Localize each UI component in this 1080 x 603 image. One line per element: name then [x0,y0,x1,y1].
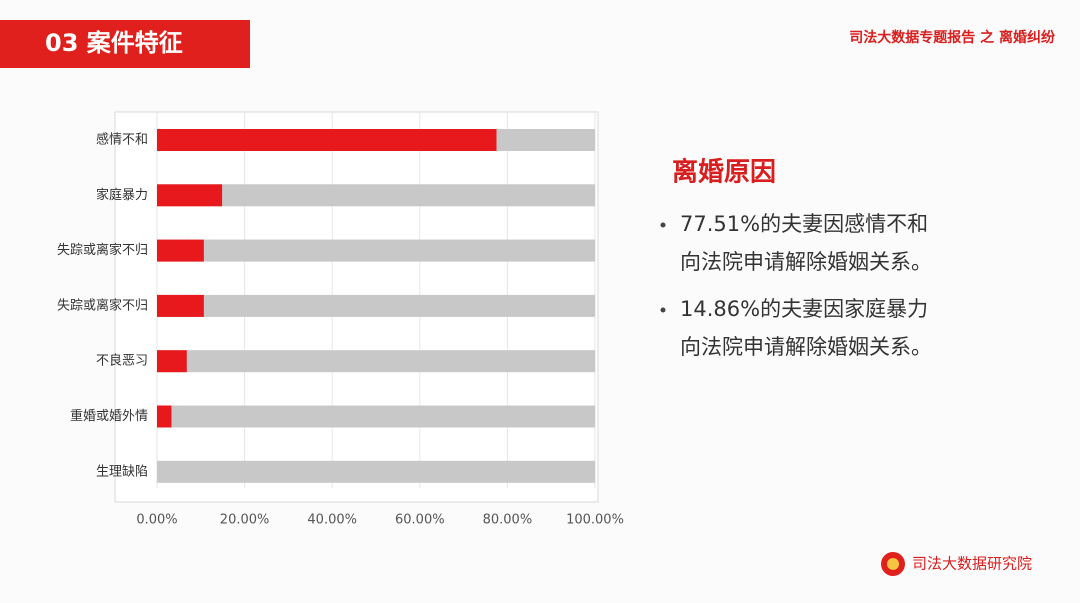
header-banner [0,20,250,68]
x-tick-label: 60.00% [395,513,445,528]
x-tick-label: 40.00% [307,513,357,528]
y-tick-label: 家庭暴力 [96,187,148,203]
bar [157,405,172,428]
y-tick-label: 失踪或离家不归 [57,242,148,258]
bar-track [157,184,595,207]
bar [157,294,204,317]
y-tick-label: 生理缺陷 [96,464,148,479]
logo-center [887,558,899,570]
x-tick-label: 20.00% [220,513,270,528]
x-tick-label: 0.00% [136,513,177,528]
y-tick-label: 重婚或婚外情 [70,408,148,424]
plot: 0.00% 20.00% 40.00% 60.00% 80.00% 100.00% 感情不和… [57,112,624,528]
x-tick-label: 100.00% [566,513,624,528]
y-tick-label: 感情不和 [96,132,148,148]
bar [157,184,223,207]
bar-track [157,350,595,373]
bullet-text: 14.86%的夫妻因家庭暴力 [680,297,928,321]
panel-title: 离婚原因 [672,157,776,188]
bullet-dot [660,222,666,228]
y-tick-label: 不良恶习 [96,353,148,369]
bar-track [157,294,595,317]
bullet-dot [660,307,666,313]
x-tick-label: 80.00% [483,513,533,528]
footer-org: 司法大数据研究院 [912,555,1032,573]
bar [157,350,187,373]
header-title: 03 案件特征 [45,29,183,57]
bullet-text: 77.51%的夫妻因感情不和 [680,212,928,236]
bar [157,129,497,151]
bar-track [157,239,595,262]
bar-track [157,460,595,483]
report-title: 司法大数据专题报告 之 离婚纠纷 [849,29,1055,46]
bullet-text: 向法院申请解除婚姻关系。 [680,250,932,274]
y-tick-label: 失踪或离家不归 [57,297,148,313]
bullet-text: 向法院申请解除婚姻关系。 [680,335,932,359]
bar [157,239,204,262]
bar-track [157,405,595,428]
